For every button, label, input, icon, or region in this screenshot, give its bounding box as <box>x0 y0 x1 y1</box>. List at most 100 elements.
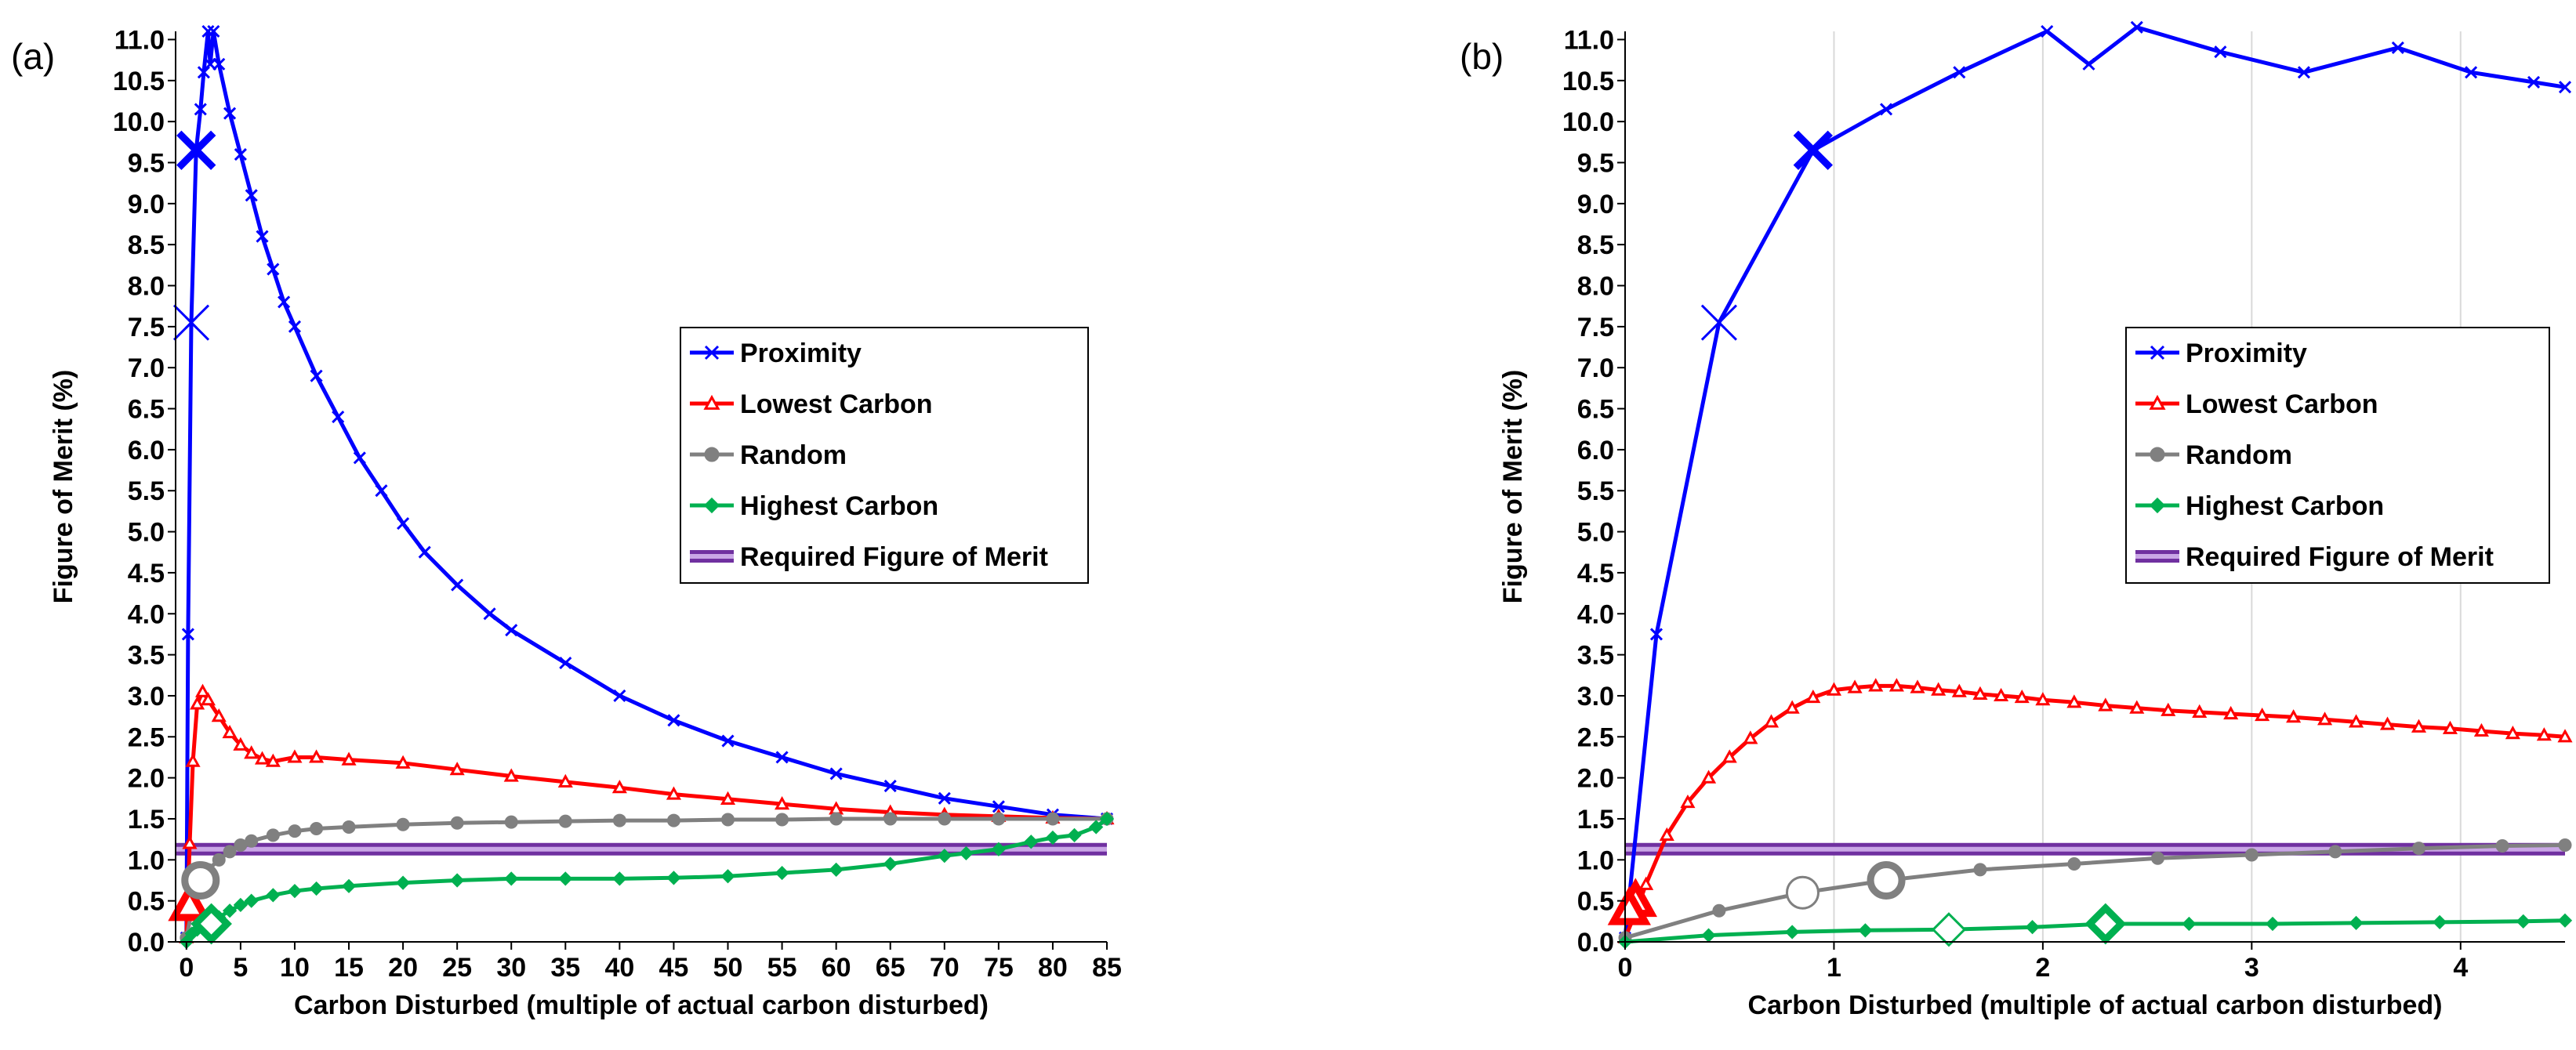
data-point <box>2391 41 2404 54</box>
data-point <box>1879 103 1893 116</box>
data-point <box>1826 682 1841 696</box>
data-point <box>1722 749 1737 763</box>
data-point <box>557 773 573 788</box>
data-point <box>1763 714 1780 728</box>
data-point <box>197 66 210 79</box>
data-point <box>1931 682 1947 696</box>
highlight-marker <box>172 304 210 341</box>
x-tick-label: 75 <box>984 953 1014 983</box>
data-point <box>2098 697 2113 711</box>
y-tick-label: 10.5 <box>1562 67 1614 96</box>
panel-label: (b) <box>1460 36 1504 77</box>
data-point <box>992 800 1005 813</box>
y-axis-title: Figure of Merit (%) <box>1498 370 1528 603</box>
y-axis-title: Figure of Merit (%) <box>49 370 78 603</box>
data-point <box>1067 827 1082 843</box>
legend-label: Random <box>2186 440 2292 470</box>
data-point <box>613 689 626 703</box>
data-point <box>991 842 1006 856</box>
data-point <box>720 869 735 884</box>
data-point <box>992 812 1006 826</box>
data-point <box>721 813 735 827</box>
data-point <box>451 578 464 592</box>
data-point <box>288 824 302 838</box>
data-point <box>418 545 431 559</box>
x-tick-label: 1 <box>1827 953 1841 983</box>
data-point <box>449 762 465 776</box>
y-tick-label: 10.0 <box>1562 107 1614 137</box>
y-tick-label: 5.0 <box>128 518 165 548</box>
data-point <box>2558 81 2572 94</box>
data-point <box>1046 812 1060 826</box>
data-point <box>1973 863 1987 877</box>
data-point <box>1649 628 1664 641</box>
data-point <box>2192 704 2208 718</box>
x-tick-label: 4 <box>2453 953 2468 983</box>
x-tick-label: 50 <box>713 953 743 983</box>
data-point <box>234 838 248 852</box>
x-tick-label: 0 <box>179 953 194 983</box>
data-point <box>332 410 345 424</box>
data-point <box>612 813 626 827</box>
data-point <box>2161 702 2176 716</box>
y-tick-label: 9.0 <box>128 190 165 219</box>
data-point <box>245 189 258 202</box>
y-tick-label: 11.0 <box>1564 25 1614 55</box>
legend-label: Highest Carbon <box>2186 491 2384 521</box>
y-tick-label: 8.0 <box>128 272 165 302</box>
data-point <box>2041 24 2054 38</box>
data-point <box>341 878 357 893</box>
data-point <box>1910 679 1925 693</box>
data-point <box>190 696 205 710</box>
legend-label: Proximity <box>740 339 862 368</box>
highlight-marker <box>168 882 212 921</box>
highlight-marker <box>1785 875 1820 910</box>
legend-box <box>2125 327 2550 584</box>
highlight-marker <box>1700 304 1737 341</box>
x-tick-label: 70 <box>930 953 960 983</box>
data-point <box>310 822 324 836</box>
data-point <box>185 753 201 767</box>
data-point <box>233 897 249 913</box>
data-point <box>2527 75 2541 89</box>
data-point <box>254 751 270 765</box>
data-point <box>2536 727 2552 741</box>
legend-marker <box>2149 497 2166 514</box>
data-point <box>265 753 281 767</box>
y-tick-label: 9.5 <box>128 148 165 178</box>
data-point <box>244 893 259 908</box>
legend-label: Random <box>740 440 847 470</box>
highlight-marker <box>190 903 232 945</box>
data-point <box>1659 827 1674 842</box>
data-point <box>287 749 303 763</box>
data-point <box>504 871 519 886</box>
data-point <box>244 745 259 759</box>
data-point <box>309 749 325 763</box>
data-point <box>2265 916 2280 932</box>
x-tick-label: 15 <box>334 953 364 983</box>
y-tick-label: 5.5 <box>1577 476 1614 506</box>
data-point <box>2182 916 2197 932</box>
y-tick-label: 2.0 <box>128 764 165 794</box>
data-point <box>2349 714 2364 728</box>
highlight-marker <box>1607 885 1651 925</box>
data-point <box>207 24 220 38</box>
y-tick-label: 10.0 <box>113 107 165 137</box>
data-point <box>2244 848 2259 862</box>
x-tick-label: 10 <box>280 953 310 983</box>
y-tick-label: 4.5 <box>128 559 165 588</box>
x-tick-label: 35 <box>550 953 580 983</box>
data-point <box>2473 722 2489 737</box>
data-point <box>2495 839 2509 853</box>
y-tick-label: 4.5 <box>1577 559 1614 588</box>
data-point <box>667 714 680 727</box>
data-point <box>503 768 519 782</box>
x-tick-label: 80 <box>1038 953 1068 983</box>
data-point <box>233 737 249 751</box>
data-point <box>2255 707 2270 722</box>
highlight-marker <box>2084 903 2127 945</box>
data-point <box>310 369 323 382</box>
data-point <box>883 856 898 871</box>
data-point <box>266 828 280 842</box>
data-point <box>1858 923 1873 938</box>
